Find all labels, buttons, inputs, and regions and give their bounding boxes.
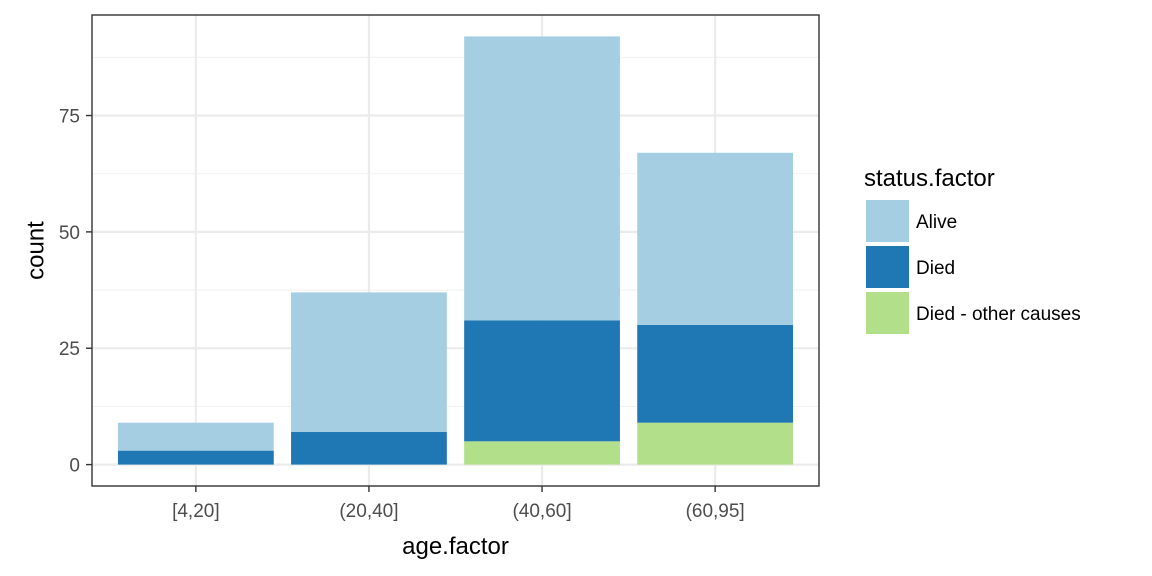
bar-segment — [117, 422, 274, 451]
y-tick-label: 50 — [59, 223, 80, 244]
x-axis-title: age.factor — [402, 533, 509, 560]
x-axis: [4,20] (20,40] (40,60] (60,95] — [172, 486, 745, 522]
legend-label: Alive — [916, 212, 957, 233]
bar-segment — [291, 292, 447, 433]
panel-border — [91, 14, 820, 487]
legend-swatch — [866, 246, 909, 288]
legend-label: Died — [916, 258, 955, 279]
y-axis-title: count — [23, 221, 50, 280]
y-tick-label: 25 — [59, 339, 80, 360]
y-tick-label: 75 — [59, 107, 80, 128]
bar-segment — [637, 152, 794, 325]
bars — [117, 36, 794, 465]
bar-segment — [464, 441, 620, 465]
legend: status.factor Alive Died Died - other caus… — [864, 165, 1081, 334]
y-tick-label: 0 — [69, 456, 80, 477]
bar-segment — [637, 422, 794, 465]
legend-title: status.factor — [864, 165, 995, 192]
x-tick-label: [4,20] — [172, 501, 220, 522]
x-tick-label: (60,95] — [686, 501, 745, 522]
legend-swatch — [866, 292, 909, 334]
y-axis: 0 25 50 75 — [59, 107, 92, 477]
bar-segment — [637, 324, 794, 423]
bar-segment — [291, 432, 447, 465]
bar-segment — [117, 450, 274, 465]
legend-label: Died - other causes — [916, 304, 1081, 325]
x-tick-label: (20,40] — [339, 501, 398, 522]
bar-segment — [464, 36, 620, 321]
legend-swatch — [866, 200, 909, 242]
x-tick-label: (40,60] — [512, 501, 571, 522]
bar-segment — [464, 320, 620, 442]
